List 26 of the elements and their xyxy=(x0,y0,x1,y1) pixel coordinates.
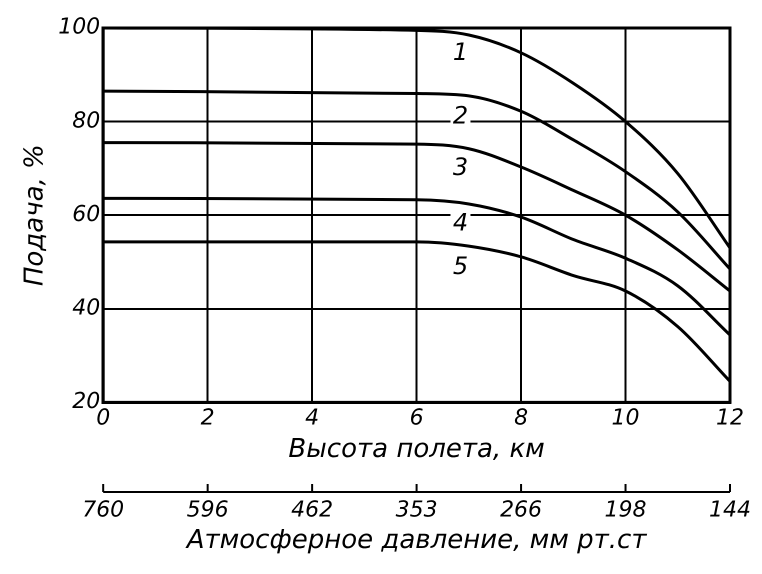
x-tick-label: 4 xyxy=(305,405,320,430)
y-tick-label: 100 xyxy=(58,14,100,40)
y-tick-label: 60 xyxy=(72,202,100,227)
text: 596 xyxy=(186,498,229,523)
x-tick-label: 10 xyxy=(612,405,640,430)
series-label: 1 xyxy=(452,38,468,66)
x-tick-label: 0 xyxy=(96,405,110,430)
text: 266 xyxy=(500,498,542,523)
text: 462 xyxy=(291,498,334,523)
y-tick-label: 40 xyxy=(72,296,100,321)
x-tick-label: 12 xyxy=(716,405,744,430)
series-label: 4 xyxy=(452,208,468,237)
series-label: 5 xyxy=(452,252,468,280)
text: 198 xyxy=(604,498,647,523)
x-axis-title: Высота полета, км xyxy=(288,434,545,464)
y-axis-title: Подача, % xyxy=(19,144,50,286)
text: 144 xyxy=(709,498,751,523)
text: 760 xyxy=(82,498,124,523)
text: 353 xyxy=(396,498,438,523)
x-tick-label: 8 xyxy=(514,405,528,430)
y-tick-label: 80 xyxy=(72,108,100,134)
x-tick-label: 2 xyxy=(200,405,215,430)
series-label: 3 xyxy=(452,152,468,181)
x2-axis-title: Атмосферное давление, мм рт.ст xyxy=(184,524,648,555)
x-tick-label: 6 xyxy=(410,405,424,430)
series-label: 2 xyxy=(452,101,468,130)
